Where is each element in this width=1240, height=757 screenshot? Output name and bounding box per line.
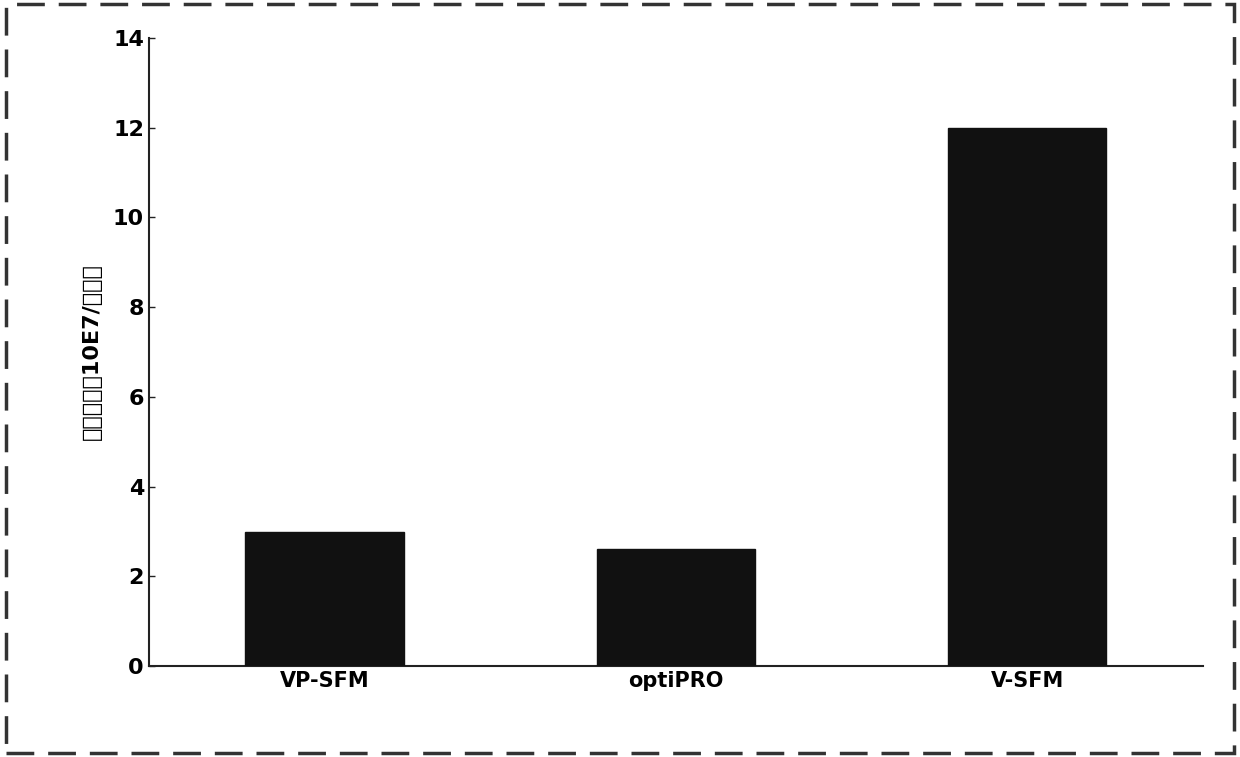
Y-axis label: 病毒浓度（10E7/毫升）: 病毒浓度（10E7/毫升） [82,263,102,441]
Bar [246,531,403,666]
Bar [949,128,1106,666]
Bar [596,550,755,666]
